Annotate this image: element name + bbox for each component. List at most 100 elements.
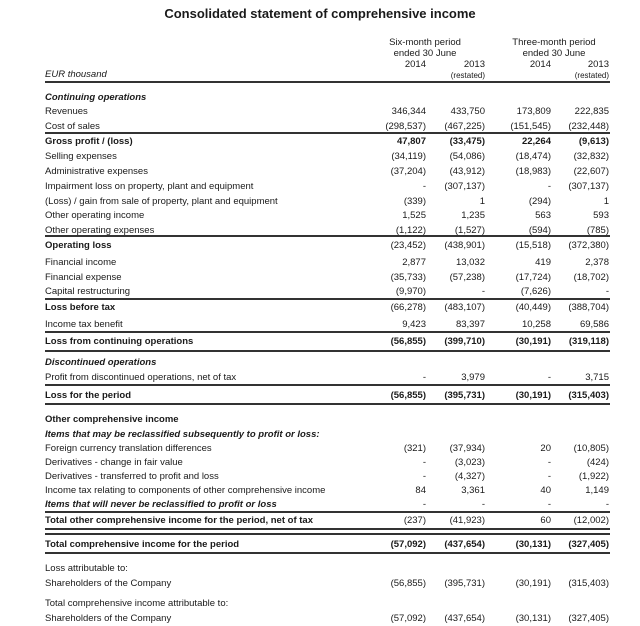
row-value: (1,122) xyxy=(395,225,426,236)
row-value: 1,235 xyxy=(461,210,485,221)
row-value: - xyxy=(422,372,426,383)
table-row: Operating loss (23,452) (438,901) (15,518) (… xyxy=(45,239,610,252)
divider xyxy=(45,81,610,83)
row-value: (339) xyxy=(403,196,426,207)
row-value: 1,149 xyxy=(585,485,609,496)
row-label: Administrative expenses xyxy=(45,166,148,177)
row-value: (33,475) xyxy=(449,136,485,147)
row-value: (327,405) xyxy=(568,539,609,550)
row-value: (30,131) xyxy=(515,539,551,550)
row-value: 1 xyxy=(479,196,485,207)
row-value: (18,702) xyxy=(573,272,609,283)
row-label: (Loss) / gain from sale of property, pla… xyxy=(45,196,278,207)
row-value: (399,710) xyxy=(444,336,485,347)
divider xyxy=(45,235,610,237)
row-value: 84 xyxy=(415,485,426,496)
table-row: Total other comprehensive income for the… xyxy=(45,514,610,527)
year-header: 2014 xyxy=(529,59,551,70)
table-row: Total comprehensive income for the perio… xyxy=(45,538,610,551)
row-value: - xyxy=(481,499,485,510)
row-label: Total other comprehensive income for the… xyxy=(45,515,313,526)
row-label: Items that will never be reclassified to… xyxy=(45,499,277,510)
row-value: (43,912) xyxy=(449,166,485,177)
row-value: 9,423 xyxy=(402,319,426,330)
row-value: (57,092) xyxy=(390,613,426,624)
table-row: (Loss) / gain from sale of property, pla… xyxy=(45,195,610,208)
row-label: Impairment loss on property, plant and e… xyxy=(45,181,254,192)
row-label: Derivatives - change in fair value xyxy=(45,457,183,468)
table-row: Loss attributable to: xyxy=(45,562,610,575)
row-value: 173,809 xyxy=(516,106,551,117)
row-label: Loss for the period xyxy=(45,390,132,401)
row-value: (438,901) xyxy=(444,240,485,251)
row-value: (54,086) xyxy=(449,151,485,162)
row-label: Loss before tax xyxy=(45,302,116,313)
row-value: (395,731) xyxy=(444,390,485,401)
row-value: (7,626) xyxy=(520,286,551,297)
row-value: - xyxy=(605,286,609,297)
period-line2: ended 30 June xyxy=(522,47,586,59)
row-value: (37,204) xyxy=(390,166,426,177)
row-value: (388,704) xyxy=(568,302,609,313)
row-value: 222,835 xyxy=(574,106,609,117)
row-value: (56,855) xyxy=(390,578,426,589)
row-label: Operating loss xyxy=(45,240,112,251)
table-row: Capital restructuring (9,970) - (7,626) - xyxy=(45,285,610,298)
row-value: (321) xyxy=(403,443,426,454)
row-value: 83,397 xyxy=(455,319,485,330)
table-row: Loss before tax (66,278) (483,107) (40,449)… xyxy=(45,301,610,314)
row-value: (395,731) xyxy=(444,578,485,589)
table-row: Discontinued operations xyxy=(45,356,610,369)
row-label: Continuing operations xyxy=(45,92,147,103)
row-label: Total comprehensive income for the perio… xyxy=(45,539,240,550)
row-value: 1,525 xyxy=(402,210,426,221)
row-label: Other operating income xyxy=(45,210,145,221)
row-label: Profit from discontinued operations, net… xyxy=(45,372,237,383)
row-value: (40,449) xyxy=(515,302,551,313)
divider xyxy=(45,552,610,554)
period-header-six-month: Six-month period ended 30 June xyxy=(365,37,485,59)
table-row: Items that may be reclassified subsequen… xyxy=(45,428,610,441)
row-value: 47,807 xyxy=(396,136,426,147)
row-value: (66,278) xyxy=(390,302,426,313)
row-value: (56,855) xyxy=(390,390,426,401)
row-value: (237) xyxy=(403,515,426,526)
row-value: (18,983) xyxy=(515,166,551,177)
period-line2: ended 30 June xyxy=(393,47,457,59)
row-value: (57,238) xyxy=(449,272,485,283)
row-value: 22,264 xyxy=(521,136,551,147)
row-value: (35,733) xyxy=(390,272,426,283)
row-label: Financial income xyxy=(45,257,117,268)
row-label: Income tax relating to components of oth… xyxy=(45,485,326,496)
row-value: (1,527) xyxy=(454,225,485,236)
row-value: (437,654) xyxy=(444,539,485,550)
table-row: Total comprehensive income attributable … xyxy=(45,597,610,610)
row-value: 419 xyxy=(535,257,551,268)
row-value: 346,344 xyxy=(391,106,426,117)
restated-note: (restated) xyxy=(574,71,609,80)
row-value: (30,191) xyxy=(515,578,551,589)
table-row: Administrative expenses (37,204) (43,912) (… xyxy=(45,165,610,178)
row-value: - xyxy=(422,457,426,468)
row-value: (32,832) xyxy=(573,151,609,162)
row-value: (319,118) xyxy=(568,336,609,347)
row-value: - xyxy=(547,499,551,510)
row-value: 3,715 xyxy=(585,372,609,383)
row-value: - xyxy=(422,499,426,510)
row-value: (298,537) xyxy=(385,121,426,132)
row-value: 60 xyxy=(540,515,551,526)
divider xyxy=(45,528,610,530)
row-value: 593 xyxy=(593,210,609,221)
row-label: Foreign currency translation differences xyxy=(45,443,212,454)
row-label: Discontinued operations xyxy=(45,357,157,368)
row-value: - xyxy=(422,471,426,482)
row-value: 20 xyxy=(540,443,551,454)
table-row: Income tax benefit 9,423 83,397 10,258 69,58… xyxy=(45,318,610,331)
row-value: (9,613) xyxy=(578,136,609,147)
table-row: Shareholders of the Company (57,092) (437,… xyxy=(45,612,610,625)
row-value: (15,518) xyxy=(515,240,551,251)
table-row: Other comprehensive income xyxy=(45,413,610,426)
row-value: (1,922) xyxy=(578,471,609,482)
row-label: Cost of sales xyxy=(45,121,100,132)
divider xyxy=(45,533,610,535)
